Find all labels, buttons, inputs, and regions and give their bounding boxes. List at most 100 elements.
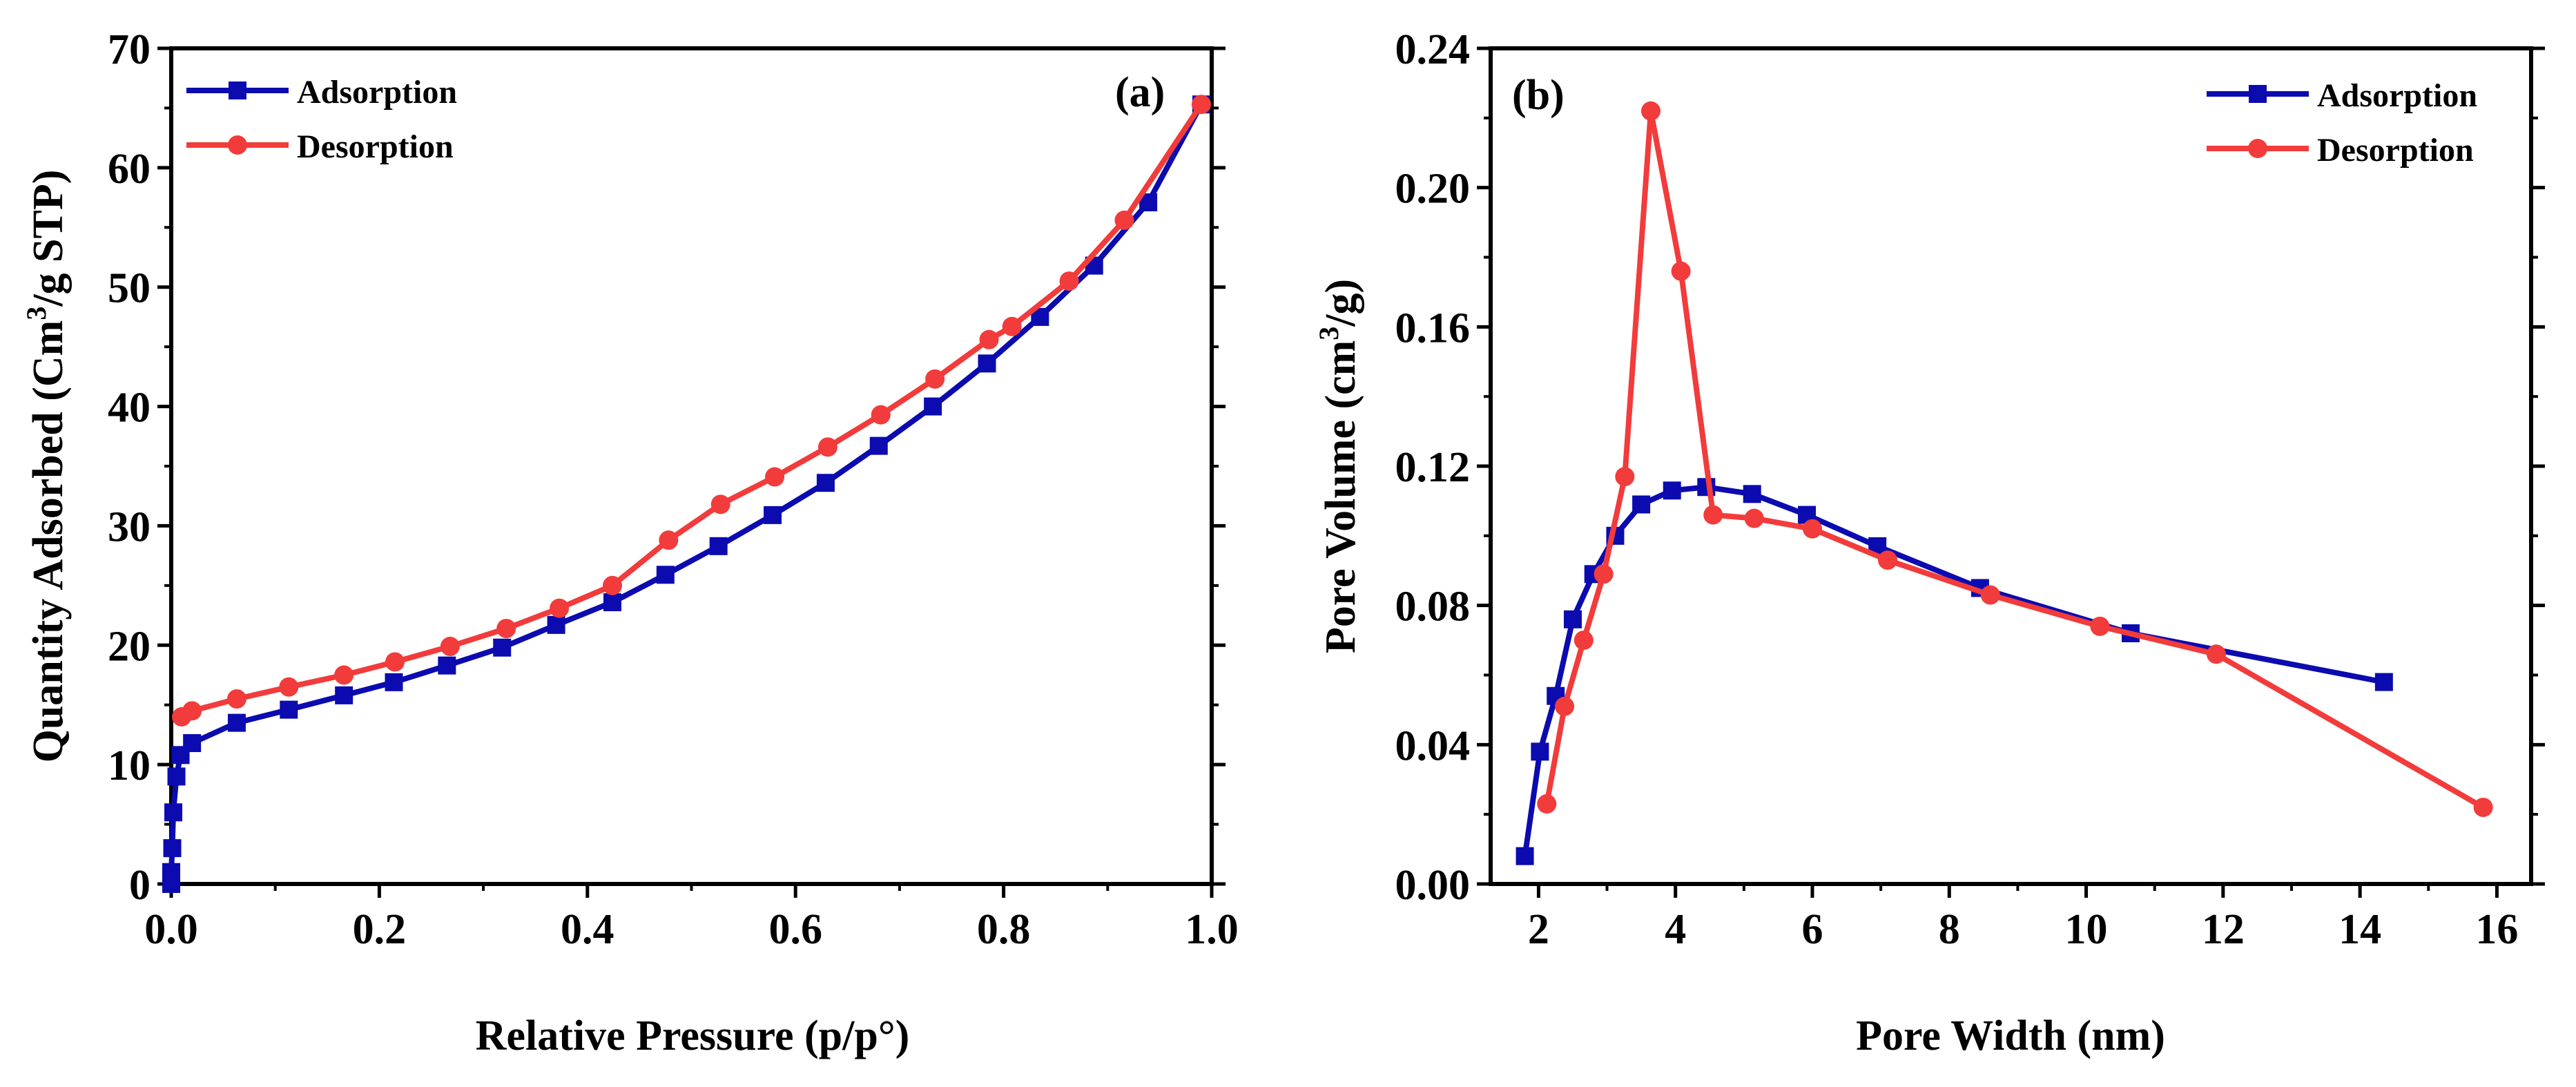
panel-b-adsorption-point <box>1531 742 1549 761</box>
panel-a-legend-adsorption-marker <box>229 81 246 99</box>
panel-a-adsorption-point <box>163 839 182 858</box>
panel-b-desorption-line <box>1544 108 2486 811</box>
panel-b-x-tick-label: 12 <box>2202 906 2245 953</box>
panel-b-desorption-point <box>1878 550 1898 570</box>
panel-a-y-axis-label-sup: 3 <box>21 307 52 320</box>
panel-b-y-tick-label: 0.00 <box>1395 862 1471 909</box>
panel-b-desorption-point <box>1802 519 1822 539</box>
panel-a-x-tick-label: 0.0 <box>144 906 198 953</box>
panel-a-ticks: 0.0 0.2 0.4 0.6 0.8 1.0 0 10 20 30 40 50 60 70 <box>108 26 1239 953</box>
panel-a-desorption-line <box>179 102 1204 720</box>
panel-a-x-axis-label: Relative Pressure (p/p°) <box>476 1012 910 1059</box>
panel-b-desorption-point <box>2473 798 2493 818</box>
panel-a-adsorption-point <box>493 638 512 657</box>
panel-b-legend-desorption-marker <box>2248 139 2267 158</box>
panel-b-desorption-point <box>1980 585 2000 605</box>
panel-b-adsorption-point <box>2374 673 2393 691</box>
panel-a-x-tick-label: 0.4 <box>561 906 614 953</box>
panel-a-desorption-point <box>659 530 679 550</box>
panel-b-y-tick-label: 0.20 <box>1395 166 1471 213</box>
panel-a-adsorption-point <box>978 354 996 373</box>
panel-a-legend-desorption-marker <box>228 135 247 155</box>
panel-b-y-axis-label-base: Pore Volume (cm <box>1317 340 1364 653</box>
panel-a-y-tick-label: 0 <box>129 862 151 909</box>
panel-a-desorption-point <box>1191 95 1211 115</box>
panel-a-desorption-point <box>602 575 622 595</box>
panel-b-y-tick-label: 0.04 <box>1395 722 1471 769</box>
panel-b-series <box>1515 101 2493 865</box>
panel-b-adsorption-point <box>1515 847 1534 865</box>
panel-a-adsorption-point <box>656 566 675 584</box>
panel-b-y-tick-label: 0.24 <box>1395 26 1471 73</box>
panel-b-desorption-point <box>1594 564 1614 584</box>
panel-a-desorption-point <box>710 494 730 514</box>
panel-b-desorption-point <box>1671 261 1691 281</box>
panel-b-adsorption-point <box>1743 485 1761 503</box>
panel-a-plot-frame <box>169 46 1214 886</box>
panel-b-y-axis-label: Pore Volume (cm3/g) <box>1313 279 1364 653</box>
panel-a-y-axis-label: Quantity Adsorbed (Cm3/g STP) <box>21 170 72 763</box>
panel-a-x-tick-label: 0.6 <box>768 906 822 953</box>
panel-a-y-tick-label: 10 <box>108 742 151 789</box>
panel-a-desorption-point <box>334 665 354 685</box>
panel-a-desorption-point <box>817 437 837 457</box>
panel-a-desorption-point <box>979 329 999 349</box>
panel-b-y-axis-label-sup: 3 <box>1313 327 1344 340</box>
panel-b-legend-adsorption-label: Adsorption <box>2317 77 2477 114</box>
panel-b-legend-adsorption-marker <box>2249 85 2267 103</box>
panel-a-y-tick-label: 50 <box>108 265 151 312</box>
panel-a-adsorption-point <box>162 863 180 881</box>
panel-b-y-tick-label: 0.08 <box>1395 584 1471 631</box>
panel-a-desorption-point <box>496 619 516 639</box>
panel-a-x-tick-label: 0.2 <box>353 906 407 953</box>
panel-b-y-tick-label: 0.12 <box>1395 444 1471 491</box>
panel-b-desorption-point <box>1555 696 1575 716</box>
panel-a-adsorption-point <box>924 397 942 416</box>
panel-b-legend-desorption-label: Desorption <box>2317 132 2474 169</box>
panel-a-adsorption-point <box>227 713 246 732</box>
panel-a-desorption-point <box>871 405 891 425</box>
panel-a-y-axis-label-base: Quantity Adsorbed (Cm <box>25 320 72 763</box>
panel-a-desorption-point <box>440 637 460 657</box>
panel-a-adsorption-point <box>183 734 202 753</box>
panel-a-label: (a) <box>1115 69 1165 116</box>
panel-a-adsorption-point <box>438 656 456 675</box>
panel-b-x-tick-label: 4 <box>1665 906 1686 953</box>
panel-b-x-tick-label: 10 <box>2065 906 2108 953</box>
panel-a-desorption-point <box>550 598 570 618</box>
panel-b-label: (b) <box>1512 72 1565 119</box>
panel-a-y-axis-label-rest: /g STP) <box>25 170 72 307</box>
panel-b-adsorption-point <box>1632 495 1651 514</box>
panel-a-adsorption-point <box>164 803 183 822</box>
panel-a-adsorption-point <box>547 615 565 634</box>
panel-a-adsorption-point <box>280 700 298 719</box>
panel-a-x-tick-label: 0.8 <box>977 906 1031 953</box>
panel-b-desorption-point <box>1615 467 1635 487</box>
panel-b-adsorption-point <box>1663 481 1681 500</box>
panel-a-legend-adsorption-label: Adsorption <box>297 74 457 110</box>
panel-a-desorption-point <box>765 467 785 487</box>
panel-b-x-tick-label: 16 <box>2475 906 2518 953</box>
panel-a-adsorption-point <box>335 686 354 704</box>
panel-a-x-tick-label: 1.0 <box>1185 906 1239 953</box>
panel-b-desorption-point <box>1703 505 1723 525</box>
panel-b-x-tick-label: 14 <box>2338 906 2381 953</box>
panel-a-y-tick-label: 60 <box>108 146 151 193</box>
panel-a-adsorption-point <box>709 537 728 555</box>
panel-b-desorption-point <box>1537 794 1557 814</box>
panel-b-y-tick-label: 0.16 <box>1395 305 1471 352</box>
panel-a-adsorption-point <box>167 767 186 786</box>
panel-a-legend-desorption-label: Desorption <box>297 128 454 165</box>
panel-a-adsorption-point <box>385 673 403 691</box>
panel-a-series <box>162 95 1211 893</box>
panel-a-adsorption-point <box>764 506 782 524</box>
panel-b-desorption-point <box>2206 644 2226 664</box>
panel-a-desorption-point <box>1114 210 1134 230</box>
panel-b-adsorption-line <box>1522 484 2387 859</box>
panel-b-chart: 2 4 6 8 10 12 14 16 0.00 0.04 0.08 0.12 0.16 0.20 0.24… <box>1313 26 2545 1059</box>
panel-b-desorption-point <box>1744 508 1764 528</box>
panel-b-x-tick-label: 6 <box>1801 906 1823 953</box>
panel-a-adsorption-line <box>168 102 1204 887</box>
panel-a-y-tick-label: 30 <box>108 503 151 550</box>
